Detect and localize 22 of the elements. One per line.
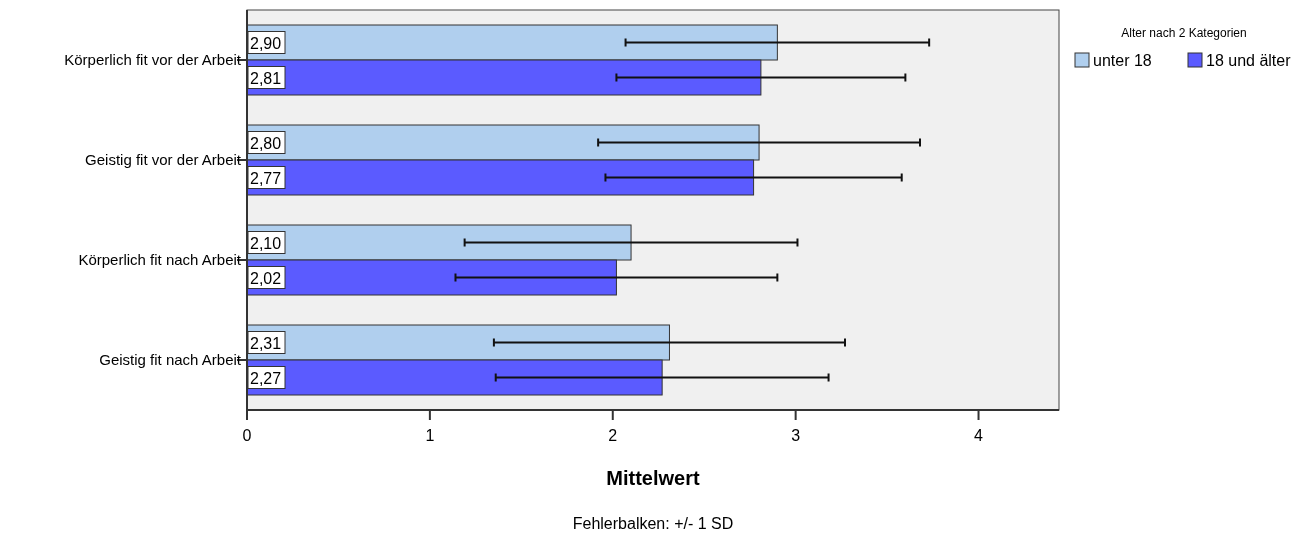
data-label: 2,10	[250, 234, 282, 252]
legend-label: 18 und älter	[1206, 52, 1292, 69]
data-label: 2,31	[250, 334, 282, 352]
x-tick-label: 1	[425, 427, 435, 444]
x-axis-title: Mittelwert	[606, 467, 701, 489]
x-tick-label: 2	[608, 427, 618, 444]
y-tick-label: Körperlich fit vor der Arbeit	[64, 51, 242, 68]
data-label: 2,90	[250, 34, 282, 52]
data-label: 2,81	[250, 69, 282, 87]
legend-title: Alter nach 2 Kategorien	[1121, 26, 1247, 40]
data-label: 2,77	[250, 169, 282, 187]
data-label: 2,80	[250, 134, 282, 152]
data-label: 2,27	[250, 369, 282, 387]
text: Fehlerbalken: +/- 1 SD	[572, 515, 734, 532]
data-label: 2,02	[250, 269, 282, 287]
y-tick-label: Geistig fit vor der Arbeit	[85, 151, 242, 168]
legend-label: unter 18	[1093, 52, 1152, 69]
x-tick-label: 0	[242, 427, 252, 444]
x-tick-label: 4	[974, 427, 984, 444]
y-tick-label: Körperlich fit nach Arbeit	[78, 251, 242, 268]
x-tick-label: 3	[791, 427, 801, 444]
y-tick-label: Geistig fit nach Arbeit	[99, 351, 242, 368]
